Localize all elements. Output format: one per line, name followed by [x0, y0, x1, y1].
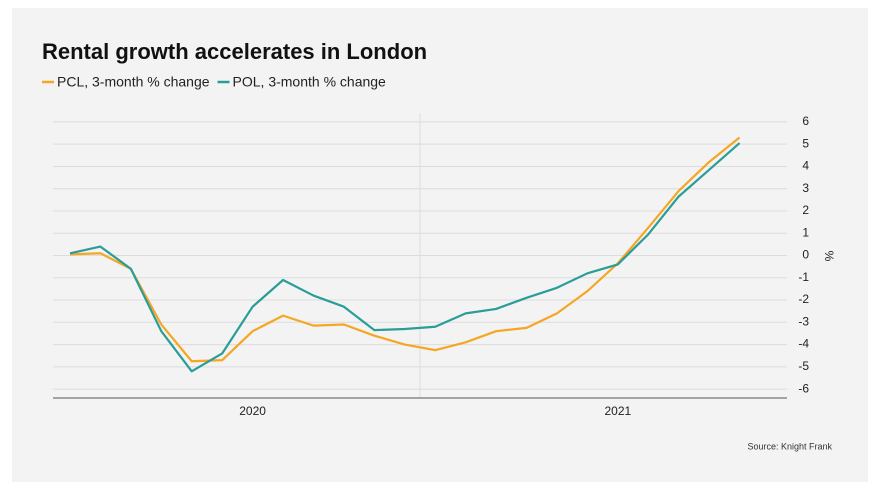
y-tick-label: 6 — [802, 114, 809, 128]
y-tick-label: 1 — [802, 225, 809, 239]
y-tick-label: -3 — [798, 314, 809, 328]
y-tick-label: 4 — [802, 159, 809, 173]
y-tick-label: -4 — [798, 337, 809, 351]
x-tick-label: 2021 — [604, 404, 631, 418]
y-tick-label: -6 — [798, 381, 809, 395]
legend-label: POL, 3-month % change — [233, 74, 387, 90]
y-tick-label: -1 — [798, 270, 809, 284]
y-tick-label: 5 — [802, 136, 809, 150]
y-tick-label: 3 — [802, 181, 809, 195]
y-tick-label: -5 — [798, 359, 809, 373]
y-tick-label: -2 — [798, 292, 809, 306]
y-tick-label: 2 — [802, 203, 809, 217]
y-tick-label: 0 — [802, 248, 809, 262]
series-line — [69, 142, 741, 373]
chart-title: Rental growth accelerates in London — [42, 39, 427, 64]
series-line — [69, 136, 741, 363]
y-axis-label: % — [822, 251, 836, 262]
legend-label: PCL, 3-month % change — [57, 74, 210, 90]
x-tick-label: 2020 — [239, 404, 266, 418]
panel — [12, 8, 868, 482]
source: Source: Knight Frank — [747, 441, 832, 451]
